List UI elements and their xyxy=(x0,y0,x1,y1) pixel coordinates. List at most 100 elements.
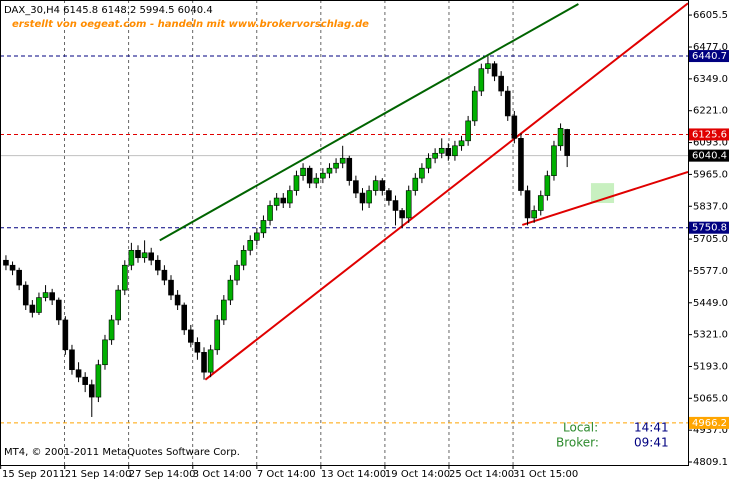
candle-body xyxy=(155,259,161,271)
y-tick-label: 5577.0 xyxy=(693,266,728,277)
y-tick-label: 6093.0 xyxy=(693,138,728,149)
candle-body xyxy=(273,197,280,206)
x-tick-label: 7 Oct 14:00 xyxy=(257,469,316,480)
candle-body xyxy=(412,177,419,191)
candle-body xyxy=(557,128,564,147)
trendline xyxy=(521,170,688,226)
candle-body xyxy=(471,90,478,122)
y-tick-label: 4809.1 xyxy=(693,457,728,468)
candle-body xyxy=(537,195,544,211)
x-tick-label: 21 Sep 14:00 xyxy=(65,469,132,480)
candle-body xyxy=(544,175,551,196)
candle-body xyxy=(148,252,155,261)
candle-body xyxy=(511,115,518,139)
x-tick-label: 31 Oct 15:00 xyxy=(513,469,578,480)
level-label-bg xyxy=(689,416,729,429)
candle-body xyxy=(445,147,452,157)
candle-body xyxy=(108,319,115,341)
y-tick-label: 6349.0 xyxy=(693,74,728,85)
y-tick-label: 5705.0 xyxy=(693,234,728,245)
y-tick-label: 6477.0 xyxy=(693,42,728,53)
candle-body xyxy=(141,252,148,259)
y-tick-label: 6221.0 xyxy=(693,106,728,117)
candle-body xyxy=(128,249,135,266)
level-label: 4966.2 xyxy=(692,418,727,429)
level-label-bg xyxy=(689,149,729,162)
y-tick-label: 5193.0 xyxy=(693,361,728,372)
y-tick-label: 5449.0 xyxy=(693,298,728,309)
trendline xyxy=(159,3,579,242)
candle-body xyxy=(247,240,254,251)
candle-body xyxy=(194,342,201,353)
candle-body xyxy=(432,152,438,159)
candle-body xyxy=(16,269,22,286)
candle-body xyxy=(88,384,95,398)
y-tick-label: 4937.0 xyxy=(693,425,728,436)
level-label-bg xyxy=(689,221,729,234)
candle-body xyxy=(438,147,445,154)
candle-body xyxy=(82,376,88,385)
x-tick-label: 15 Sep 2011 xyxy=(2,469,65,480)
candle-body xyxy=(201,351,207,373)
candle-body xyxy=(498,75,504,92)
candle-body xyxy=(386,190,392,201)
candle-body xyxy=(346,157,353,181)
y-tick-label: 5965.0 xyxy=(693,169,728,180)
x-tick-label: 13 Oct 14:00 xyxy=(321,469,386,480)
candle-body xyxy=(214,319,221,351)
level-label-bg xyxy=(689,50,729,63)
candle-body xyxy=(372,180,379,191)
candle-body xyxy=(3,259,9,266)
y-tick-label: 5065.0 xyxy=(693,393,728,404)
y-tick-label: 6605.5 xyxy=(693,10,728,21)
candle-body xyxy=(280,197,287,204)
candle-body xyxy=(168,279,174,296)
y-tick-label: 5321.0 xyxy=(693,330,728,341)
candle-body xyxy=(207,349,214,373)
candle-body xyxy=(181,304,188,331)
candle-body xyxy=(491,63,498,77)
candle-body xyxy=(518,138,524,191)
candle-body xyxy=(353,180,359,194)
candle-body xyxy=(339,157,346,164)
chart-subtitle: erstellt von oegeat.com - handeln mit ww… xyxy=(12,19,369,30)
candle-body xyxy=(405,190,412,219)
candle-body xyxy=(425,157,432,169)
candle-body xyxy=(478,68,485,92)
plot-area xyxy=(0,0,688,465)
candle-body xyxy=(174,294,181,306)
candle-body xyxy=(49,292,55,301)
candle-body xyxy=(69,349,75,371)
broker-label: Broker: xyxy=(556,436,599,450)
candle-body xyxy=(234,264,240,281)
candle-body xyxy=(55,299,62,321)
candle-body xyxy=(293,175,300,191)
footer: MT4, © 2001-2011 MetaQuotes Software Cor… xyxy=(4,447,240,458)
candle-body xyxy=(366,190,372,204)
broker-time: 09:41 xyxy=(634,436,669,450)
chart-title: DAX_30,H4 6145.8 6148.2 5994.5 6040.4 xyxy=(4,5,213,16)
candle-body xyxy=(36,297,42,313)
candle-body xyxy=(379,180,386,191)
y-tick-label: 5837.0 xyxy=(693,201,728,212)
candle-body xyxy=(333,162,339,169)
candle-body xyxy=(300,167,306,176)
candle-body xyxy=(135,249,141,259)
level-label: 6125.6 xyxy=(692,129,727,140)
candle-body xyxy=(504,90,511,117)
level-label: 6040.4 xyxy=(692,151,727,162)
candle-body xyxy=(485,63,491,69)
candle-body xyxy=(62,319,69,351)
candle-body xyxy=(320,172,326,179)
candle-body xyxy=(260,220,267,234)
candle-body xyxy=(161,269,168,281)
candle-body xyxy=(240,249,247,266)
x-tick-label: 27 Sep 14:00 xyxy=(129,469,196,480)
candle-body xyxy=(22,284,29,306)
candle-body xyxy=(75,369,82,378)
candle-body xyxy=(458,140,465,147)
candle-body xyxy=(95,364,102,398)
candle-body xyxy=(121,264,128,291)
